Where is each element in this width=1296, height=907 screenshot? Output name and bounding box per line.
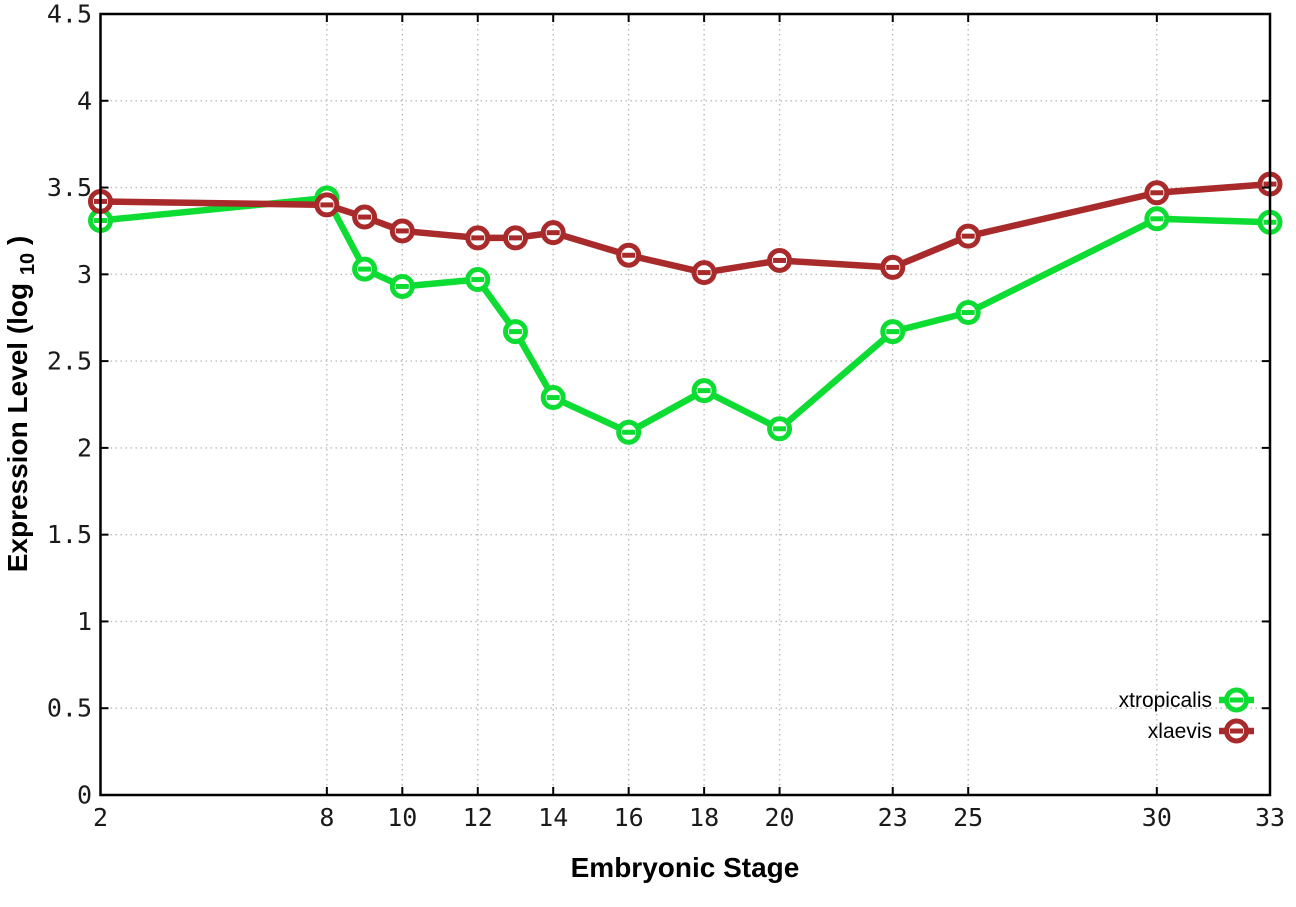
x-tick-label: 18 bbox=[689, 803, 719, 832]
legend-entry-xlaevis: xlaevis bbox=[1148, 718, 1254, 744]
x-tick-label: 30 bbox=[1142, 803, 1172, 832]
y-axis-title-subscript: 10 bbox=[17, 253, 39, 275]
y-tick-label: 2.5 bbox=[47, 347, 92, 376]
y-tick-label: 3.5 bbox=[47, 173, 92, 202]
grid-layer bbox=[100, 14, 1270, 795]
x-tick-label: 23 bbox=[878, 803, 908, 832]
y-tick-label: 0 bbox=[77, 781, 92, 810]
y-tick-label: 1.5 bbox=[47, 520, 92, 549]
x-tick-label: 20 bbox=[765, 803, 795, 832]
x-tick-label: 2 bbox=[93, 803, 108, 832]
x-tick-label: 16 bbox=[614, 803, 644, 832]
legend: xtropicalis xlaevis bbox=[1119, 687, 1254, 744]
y-tick-label: 2 bbox=[77, 433, 92, 462]
x-tick-label: 14 bbox=[538, 803, 568, 832]
legend-label-xtropicalis: xtropicalis bbox=[1119, 689, 1212, 712]
x-axis-title: Embryonic Stage bbox=[571, 852, 800, 883]
x-tick-label: 10 bbox=[387, 803, 417, 832]
y-tick-label: 3 bbox=[77, 260, 92, 289]
x-tick-label: 12 bbox=[463, 803, 493, 832]
y-axis-title-main: Expression Level (log bbox=[2, 283, 33, 572]
legend-entry-xtropicalis: xtropicalis bbox=[1119, 687, 1254, 713]
plot-border bbox=[99, 12, 1272, 797]
x-tick-label: 25 bbox=[953, 803, 983, 832]
y-tick-label: 4 bbox=[77, 86, 92, 115]
series-layer bbox=[88, 171, 1283, 445]
series-line-xlaevis bbox=[97, 180, 1274, 276]
y-tick-label: 1 bbox=[77, 607, 92, 636]
tick-label-layer: 2 8 10 12 14 16 18 20 23 25 30 33 0 0.5 1 1.5 2 2.5 3 3.5 4 4… bbox=[47, 0, 1285, 832]
y-tick-label: 0.5 bbox=[47, 694, 92, 723]
series-xtropicalis bbox=[88, 185, 1283, 445]
series-line-xtropicalis bbox=[97, 194, 1274, 436]
x-tick-label: 8 bbox=[319, 803, 334, 832]
x-tick-label: 33 bbox=[1255, 803, 1285, 832]
y-axis-title: Expression Level (log 10 ) bbox=[2, 236, 40, 573]
legend-label-xlaevis: xlaevis bbox=[1148, 720, 1212, 743]
axes-layer bbox=[99, 12, 1272, 797]
series-xlaevis bbox=[88, 171, 1283, 286]
y-axis-title-close: ) bbox=[2, 236, 33, 245]
y-tick-label: 4.5 bbox=[47, 0, 92, 29]
